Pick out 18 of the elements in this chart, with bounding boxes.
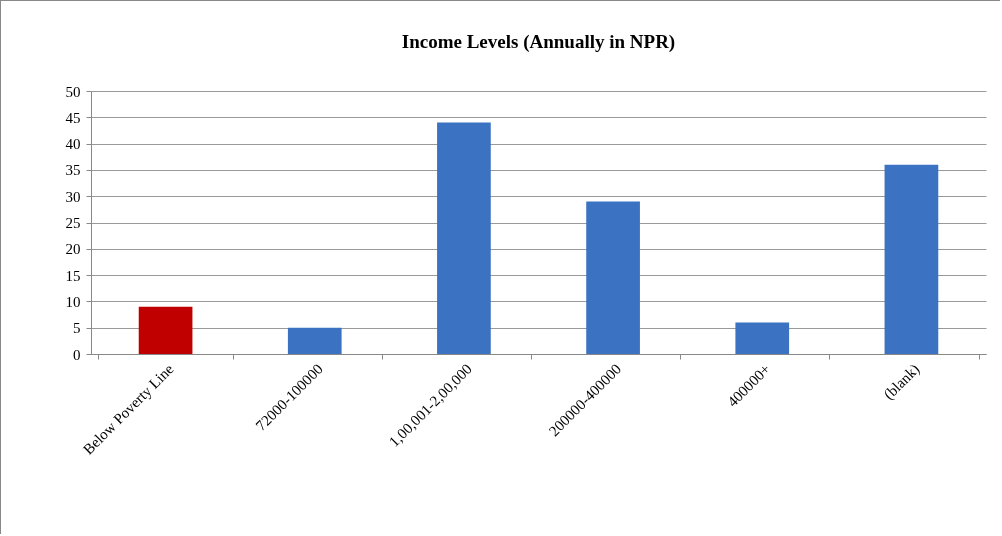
bar [735,322,790,354]
chart-title: Income Levels (Annually in NPR) [401,31,676,53]
bar [586,201,640,354]
y-tick-label: 5 [73,320,81,337]
y-tick-label: 10 [65,293,81,310]
y-tick-label: 45 [65,109,81,126]
y-tick-label: 20 [65,241,81,258]
y-tick-label: 0 [73,346,81,363]
bar [437,122,491,354]
y-tick-label: 50 [65,83,81,100]
y-tick-label: 35 [65,162,81,179]
y-tick-label: 40 [65,136,81,153]
bar [138,306,193,354]
bar [884,164,939,354]
y-tick-label: 30 [65,188,81,205]
y-tick-label: 25 [65,215,81,231]
bar [287,327,342,354]
y-tick-label: 15 [65,267,81,284]
